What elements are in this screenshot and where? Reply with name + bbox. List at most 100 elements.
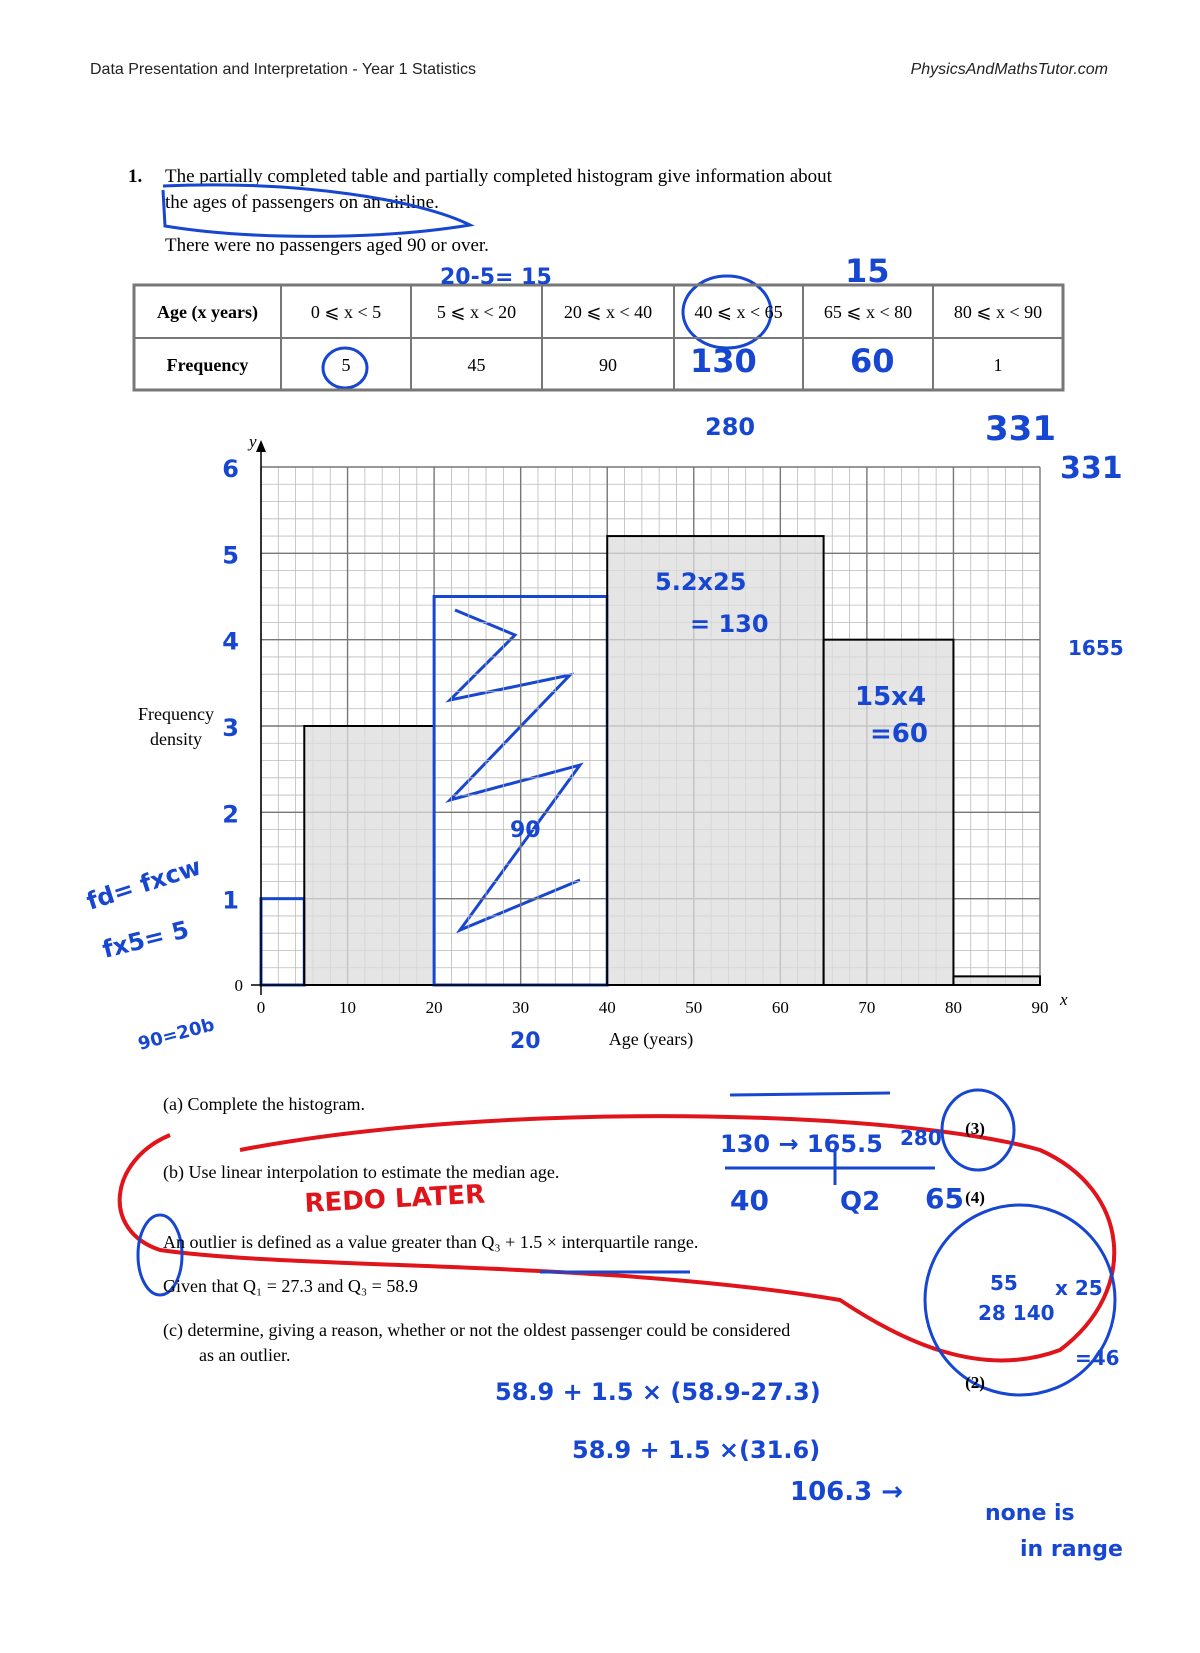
hand-tick-label: 5 — [222, 541, 239, 569]
handwritten-note: 15x4 — [855, 682, 926, 712]
handwritten-note: = 130 — [690, 610, 769, 638]
handwritten-note: 280 — [900, 1126, 942, 1150]
hand-tick-label: 3 — [222, 714, 239, 742]
part-marks: (2) — [965, 1373, 985, 1392]
red-loop — [117, 1114, 1117, 1363]
histogram-bar — [303, 725, 436, 986]
table-cell: 5 — [342, 355, 351, 375]
handwritten-note: 90=20b — [136, 1014, 217, 1055]
x-tick-label: 20 — [426, 998, 443, 1017]
scribble — [540, 1091, 935, 1274]
table-header: 5 ⩽ x < 20 — [437, 302, 516, 322]
circle-mark — [923, 1203, 1117, 1397]
handwritten-note: Q2 — [840, 1187, 880, 1217]
handwritten-note: 90 — [510, 818, 541, 843]
table-cell: Frequency — [167, 355, 249, 375]
table-header: 40 ⩽ x < 65 — [694, 302, 782, 322]
handwritten-note: in range — [1020, 1537, 1123, 1562]
table-header: Age (x years) — [157, 302, 258, 323]
part-text: as an outlier. — [199, 1345, 290, 1365]
handwritten-note: 106.3 → — [790, 1477, 903, 1507]
circle-mark — [136, 1213, 184, 1297]
handwritten-note: none is — [985, 1501, 1075, 1526]
table-header: 80 ⩽ x < 90 — [954, 302, 1042, 322]
handwritten-note: 55 — [990, 1271, 1018, 1295]
handwritten-note: 65 — [925, 1182, 964, 1215]
handwritten-note: =60 — [870, 719, 928, 749]
handwritten-note: 1655 — [1068, 636, 1124, 660]
part-text: (b) Use linear interpolation to estimate… — [163, 1162, 559, 1183]
handwritten-note: REDO LATER — [304, 1180, 486, 1219]
part-marks: (3) — [965, 1119, 985, 1138]
handwritten-note: 58.9 + 1.5 ×(31.6) — [572, 1436, 820, 1464]
y-axis-label: density — [150, 729, 202, 749]
handwritten-note: 130 → 165.5 — [720, 1130, 883, 1158]
histogram-bar — [822, 638, 955, 987]
part-text: Given that Q₁ = 27.3 and Q₃ = 58.9 — [163, 1276, 418, 1296]
hand-tick-label: 4 — [222, 628, 239, 656]
table-cell: 45 — [468, 355, 486, 375]
x-tick-label: 80 — [945, 998, 962, 1017]
scribble — [161, 183, 475, 238]
x-tick-label: 10 — [339, 998, 356, 1017]
circle-mark — [940, 1088, 1016, 1172]
handwritten-note: 331 — [1060, 451, 1123, 486]
handwritten-note: 40 — [730, 1184, 769, 1217]
header-site: PhysicsAndMathsTutor.com — [911, 61, 1108, 78]
x-axis-letter: x — [1059, 990, 1068, 1009]
parts: (a) Complete the histogram. (3) (b) Use li… — [163, 1094, 985, 1392]
histogram: y x 0 10 20 30 40 50 60 70 80 90 0 1 2 3 4 5 6 Frequency den… — [138, 432, 1068, 1050]
handwritten-note: 130 — [690, 342, 757, 380]
question-number: 1. — [128, 166, 142, 187]
part-marks: (4) — [965, 1188, 985, 1207]
handwritten-note: 331 — [985, 409, 1056, 449]
handwritten-note: =46 — [1075, 1346, 1120, 1370]
y-axis-letter: y — [247, 432, 257, 451]
handwritten-note: 15 — [845, 252, 890, 290]
y-tick-label: 0 — [235, 976, 244, 995]
table-header: 0 ⩽ x < 5 — [311, 302, 381, 322]
histogram-bar — [606, 535, 825, 986]
handwritten-note: 20 — [510, 1029, 541, 1054]
scribble — [445, 608, 584, 934]
handwritten-note: 28 140 — [978, 1301, 1055, 1325]
histogram-bar — [952, 975, 1042, 986]
hand-tick-label: 1 — [222, 887, 239, 915]
table-cell: 1 — [994, 355, 1003, 375]
y-arrow — [256, 440, 266, 452]
handwritten-note: x 25 — [1055, 1276, 1103, 1300]
table-header: 20 ⩽ x < 40 — [564, 302, 652, 322]
histogram-bar — [259, 897, 306, 987]
table-cell: 90 — [599, 355, 617, 375]
x-tick-label: 60 — [772, 998, 789, 1017]
part-text: (a) Complete the histogram. — [163, 1094, 365, 1115]
part-text: An outlier is defined as a value greater… — [163, 1232, 698, 1252]
handwritten-note: 280 — [705, 413, 755, 441]
x-tick-label: 40 — [599, 998, 616, 1017]
table-header: 65 ⩽ x < 80 — [824, 302, 912, 322]
x-tick-label: 50 — [685, 998, 702, 1017]
header-title: Data Presentation and Interpretation - Y… — [90, 61, 476, 78]
hand-tick-label: 6 — [222, 455, 239, 483]
x-tick-label: 90 — [1032, 998, 1049, 1017]
handwritten-note: fd= fxcw — [83, 852, 204, 915]
question-note: There were no passengers aged 90 or over… — [165, 235, 489, 256]
y-axis-label: Frequency — [138, 704, 214, 724]
handwritten-note: 20-5= 15 — [440, 265, 552, 290]
x-tick-label: 0 — [257, 998, 266, 1017]
handwritten-note: 5.2x25 — [655, 568, 746, 596]
handwritten-note: 60 — [850, 342, 895, 380]
handwritten-note: 58.9 + 1.5 × (58.9-27.3) — [495, 1378, 821, 1406]
hand-tick-label: 2 — [222, 800, 239, 828]
question-intro: The partially completed table and partia… — [165, 166, 833, 187]
circle-mark — [321, 346, 369, 390]
x-tick-label: 70 — [858, 998, 875, 1017]
x-axis-label: Age (years) — [609, 1029, 693, 1050]
table: Age (x years) 0 ⩽ x < 5 5 ⩽ x < 20 20 ⩽ x <… — [132, 283, 1065, 392]
x-tick-label: 30 — [512, 998, 529, 1017]
circle-mark — [681, 274, 773, 350]
part-text: (c) determine, giving a reason, whether … — [163, 1320, 790, 1341]
